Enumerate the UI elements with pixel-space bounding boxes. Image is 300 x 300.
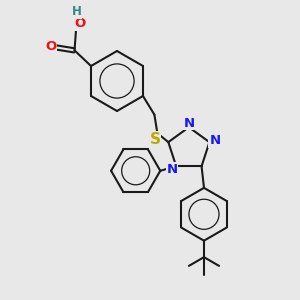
Text: O: O [45,40,56,53]
Text: H: H [72,5,82,18]
Text: S: S [149,132,161,147]
Text: N: N [209,134,220,147]
Text: N: N [183,116,194,130]
Text: N: N [167,163,178,176]
Text: O: O [74,17,85,30]
